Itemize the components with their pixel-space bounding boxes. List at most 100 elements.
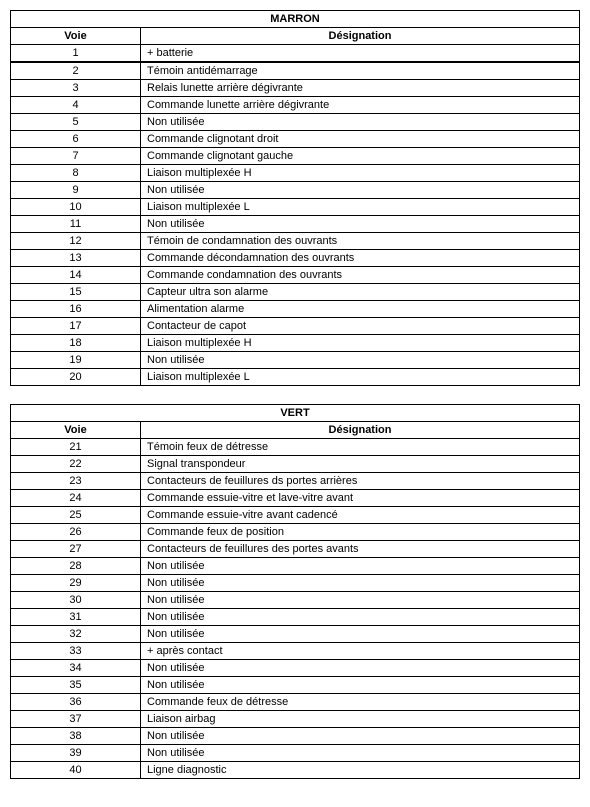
table-row: 7Commande clignotant gauche — [11, 148, 580, 165]
table-header-row: VoieDésignation — [11, 422, 580, 439]
cell-designation: Non utilisée — [141, 575, 580, 592]
table-row: 24Commande essuie-vitre et lave-vitre av… — [11, 490, 580, 507]
table-row: 23Contacteurs de feuillures ds portes ar… — [11, 473, 580, 490]
cell-voie: 37 — [11, 711, 141, 728]
data-table: MARRONVoieDésignation1+ batterie2Témoin … — [10, 10, 580, 386]
cell-voie: 2 — [11, 62, 141, 80]
table-row: 29Non utilisée — [11, 575, 580, 592]
cell-voie: 12 — [11, 233, 141, 250]
table-row: 33+ après contact — [11, 643, 580, 660]
cell-voie: 31 — [11, 609, 141, 626]
table-row: 2Témoin antidémarrage — [11, 62, 580, 80]
col-header-designation: Désignation — [141, 28, 580, 45]
cell-designation: + après contact — [141, 643, 580, 660]
table-row: 19Non utilisée — [11, 352, 580, 369]
cell-voie: 9 — [11, 182, 141, 199]
table-title-row: MARRON — [11, 11, 580, 28]
cell-designation: Capteur ultra son alarme — [141, 284, 580, 301]
cell-voie: 7 — [11, 148, 141, 165]
table-row: 22Signal transpondeur — [11, 456, 580, 473]
cell-designation: Témoin antidémarrage — [141, 62, 580, 80]
table-row: 8Liaison multiplexée H — [11, 165, 580, 182]
cell-voie: 24 — [11, 490, 141, 507]
cell-voie: 25 — [11, 507, 141, 524]
table-row: 28Non utilisée — [11, 558, 580, 575]
table-row: 11Non utilisée — [11, 216, 580, 233]
table-row: 26Commande feux de position — [11, 524, 580, 541]
cell-voie: 1 — [11, 45, 141, 63]
cell-voie: 28 — [11, 558, 141, 575]
table-row: 18Liaison multiplexée H — [11, 335, 580, 352]
col-header-designation: Désignation — [141, 422, 580, 439]
table-row: 36Commande feux de détresse — [11, 694, 580, 711]
cell-voie: 19 — [11, 352, 141, 369]
table-row: 9Non utilisée — [11, 182, 580, 199]
cell-voie: 40 — [11, 762, 141, 779]
cell-voie: 20 — [11, 369, 141, 386]
table-row: 14Commande condamnation des ouvrants — [11, 267, 580, 284]
cell-designation: Non utilisée — [141, 745, 580, 762]
cell-voie: 34 — [11, 660, 141, 677]
table-row: 32Non utilisée — [11, 626, 580, 643]
table-row: 13Commande décondamnation des ouvrants — [11, 250, 580, 267]
cell-voie: 15 — [11, 284, 141, 301]
cell-voie: 35 — [11, 677, 141, 694]
cell-voie: 5 — [11, 114, 141, 131]
cell-designation: Liaison multiplexée L — [141, 199, 580, 216]
table-row: 16Alimentation alarme — [11, 301, 580, 318]
cell-voie: 3 — [11, 80, 141, 97]
cell-designation: Non utilisée — [141, 626, 580, 643]
table-row: 27Contacteurs de feuillures des portes a… — [11, 541, 580, 558]
cell-designation: Commande essuie-vitre et lave-vitre avan… — [141, 490, 580, 507]
table-row: 37Liaison airbag — [11, 711, 580, 728]
table-row: 1+ batterie — [11, 45, 580, 63]
table-row: 30Non utilisée — [11, 592, 580, 609]
table-row: 6Commande clignotant droit — [11, 131, 580, 148]
col-header-voie: Voie — [11, 28, 141, 45]
table-row: 12Témoin de condamnation des ouvrants — [11, 233, 580, 250]
cell-voie: 10 — [11, 199, 141, 216]
cell-voie: 29 — [11, 575, 141, 592]
cell-voie: 17 — [11, 318, 141, 335]
cell-voie: 11 — [11, 216, 141, 233]
cell-voie: 38 — [11, 728, 141, 745]
cell-designation: Contacteurs de feuillures ds portes arri… — [141, 473, 580, 490]
cell-designation: Non utilisée — [141, 558, 580, 575]
cell-designation: Non utilisée — [141, 216, 580, 233]
cell-voie: 8 — [11, 165, 141, 182]
cell-designation: Non utilisée — [141, 352, 580, 369]
table-row: 4Commande lunette arrière dégivrante — [11, 97, 580, 114]
cell-designation: Témoin de condamnation des ouvrants — [141, 233, 580, 250]
cell-designation: Non utilisée — [141, 114, 580, 131]
cell-voie: 26 — [11, 524, 141, 541]
cell-designation: Alimentation alarme — [141, 301, 580, 318]
data-table: VERTVoieDésignation21Témoin feux de détr… — [10, 404, 580, 779]
cell-designation: Commande décondamnation des ouvrants — [141, 250, 580, 267]
cell-voie: 4 — [11, 97, 141, 114]
cell-designation: Commande feux de détresse — [141, 694, 580, 711]
cell-voie: 27 — [11, 541, 141, 558]
cell-designation: Témoin feux de détresse — [141, 439, 580, 456]
cell-voie: 23 — [11, 473, 141, 490]
cell-designation: Commande lunette arrière dégivrante — [141, 97, 580, 114]
table-row: 21Témoin feux de détresse — [11, 439, 580, 456]
cell-designation: Commande feux de position — [141, 524, 580, 541]
cell-designation: Non utilisée — [141, 660, 580, 677]
cell-voie: 33 — [11, 643, 141, 660]
table-title: VERT — [11, 405, 580, 422]
cell-voie: 6 — [11, 131, 141, 148]
table-title-row: VERT — [11, 405, 580, 422]
table-row: 40Ligne diagnostic — [11, 762, 580, 779]
table-row: 31Non utilisée — [11, 609, 580, 626]
table-header-row: VoieDésignation — [11, 28, 580, 45]
cell-designation: Commande condamnation des ouvrants — [141, 267, 580, 284]
table-row: 5Non utilisée — [11, 114, 580, 131]
cell-voie: 21 — [11, 439, 141, 456]
table-title: MARRON — [11, 11, 580, 28]
table-row: 39Non utilisée — [11, 745, 580, 762]
cell-designation: Liaison multiplexée H — [141, 165, 580, 182]
tables-container: MARRONVoieDésignation1+ batterie2Témoin … — [10, 10, 580, 779]
cell-designation: Liaison multiplexée L — [141, 369, 580, 386]
cell-designation: Relais lunette arrière dégivrante — [141, 80, 580, 97]
cell-designation: Commande essuie-vitre avant cadencé — [141, 507, 580, 524]
